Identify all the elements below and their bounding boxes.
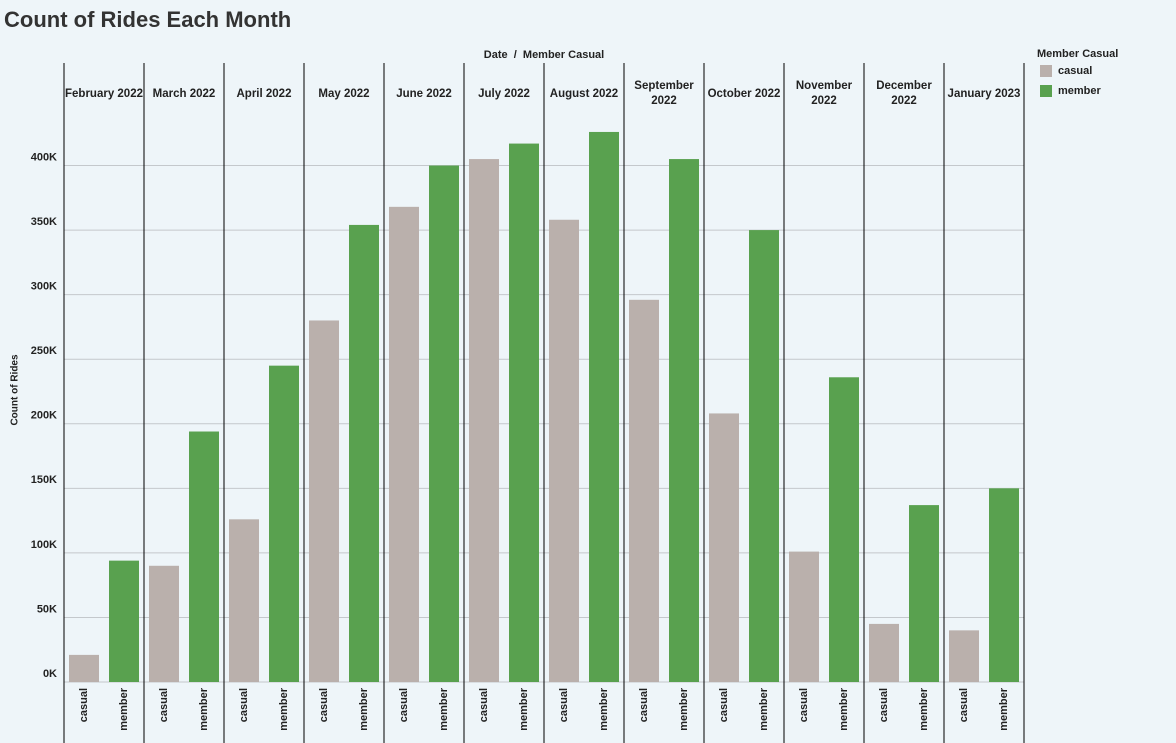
bar [709, 413, 739, 682]
header: Date / Member Casual [484, 49, 604, 61]
x-sub-label: casual [958, 688, 970, 722]
column-header: August 2022 [549, 87, 619, 100]
bar [589, 131, 619, 683]
column-header: December 2022 [876, 80, 932, 107]
column-header: February 2022 [65, 87, 143, 100]
x-sub-label: casual [558, 688, 570, 722]
bar [229, 519, 259, 682]
column-header: April 2022 [236, 87, 292, 100]
y-tick-label: 150K [31, 474, 57, 486]
x-sub-label: member [518, 687, 530, 731]
bar [269, 365, 299, 682]
x-sub-label: casual [398, 688, 410, 722]
x-sub-label: member [758, 687, 770, 731]
bar [749, 230, 779, 682]
bar [509, 143, 539, 682]
bar [549, 219, 579, 682]
x-sub-label: member [598, 687, 610, 731]
chart-title: Count of Rides Each Month [4, 7, 291, 32]
bar [949, 630, 979, 682]
x-sub-label: member [278, 687, 290, 731]
bar [669, 159, 699, 683]
column-header: October 2022 [707, 87, 781, 100]
bar [349, 224, 379, 682]
x-sub-label: member [918, 687, 930, 731]
bar [869, 623, 899, 682]
y-tick-label: 0K [43, 668, 57, 680]
bar [309, 320, 339, 682]
bar [829, 377, 859, 682]
x-sub-label: casual [478, 688, 490, 722]
legend-title: Member Casual [1037, 48, 1118, 60]
legend-label: casual [1058, 65, 1092, 77]
legend-swatch [1040, 85, 1052, 97]
bar [109, 560, 139, 682]
column-header: May 2022 [318, 87, 370, 100]
y-tick-label: 100K [31, 539, 57, 551]
x-sub-label: member [678, 687, 690, 731]
bar [389, 206, 419, 682]
bar [469, 159, 499, 683]
column-header: March 2022 [152, 87, 216, 100]
y-tick-label: 350K [31, 216, 57, 228]
x-sub-label: member [438, 687, 450, 731]
column-header: January 2023 [947, 87, 1021, 100]
x-sub-label: casual [158, 688, 170, 722]
y-axis-label: Count of Rides [10, 354, 21, 426]
x-sub-label: casual [798, 688, 810, 722]
bar [149, 565, 179, 682]
x-sub-label: casual [718, 688, 730, 722]
x-sub-label: member [998, 687, 1010, 731]
x-sub-label: casual [878, 688, 890, 722]
bar [189, 431, 219, 682]
x-sub-label: casual [238, 688, 250, 722]
bar [69, 654, 99, 682]
x-sub-label: casual [78, 688, 90, 722]
column-header: September 2022 [634, 80, 694, 107]
x-sub-label: member [358, 687, 370, 731]
bar [909, 505, 939, 682]
y-tick-label: 300K [31, 281, 57, 293]
column-header: June 2022 [396, 87, 452, 100]
x-sub-label: casual [318, 688, 330, 722]
legend-swatch [1040, 65, 1052, 77]
y-tick-label: 400K [31, 151, 57, 163]
y-tick-label: 200K [31, 410, 57, 422]
column-header: November 2022 [795, 80, 853, 107]
column-header: July 2022 [478, 87, 530, 100]
bar [629, 299, 659, 682]
x-sub-label: member [198, 687, 210, 731]
x-sub-label: casual [638, 688, 650, 722]
y-tick-label: 250K [31, 345, 57, 357]
bar [989, 488, 1019, 682]
y-tick-label: 50K [37, 603, 57, 615]
x-sub-label: member [838, 687, 850, 731]
bar [429, 165, 459, 683]
x-sub-label: member [118, 687, 130, 731]
legend-label: member [1058, 85, 1102, 97]
bar [789, 551, 819, 682]
